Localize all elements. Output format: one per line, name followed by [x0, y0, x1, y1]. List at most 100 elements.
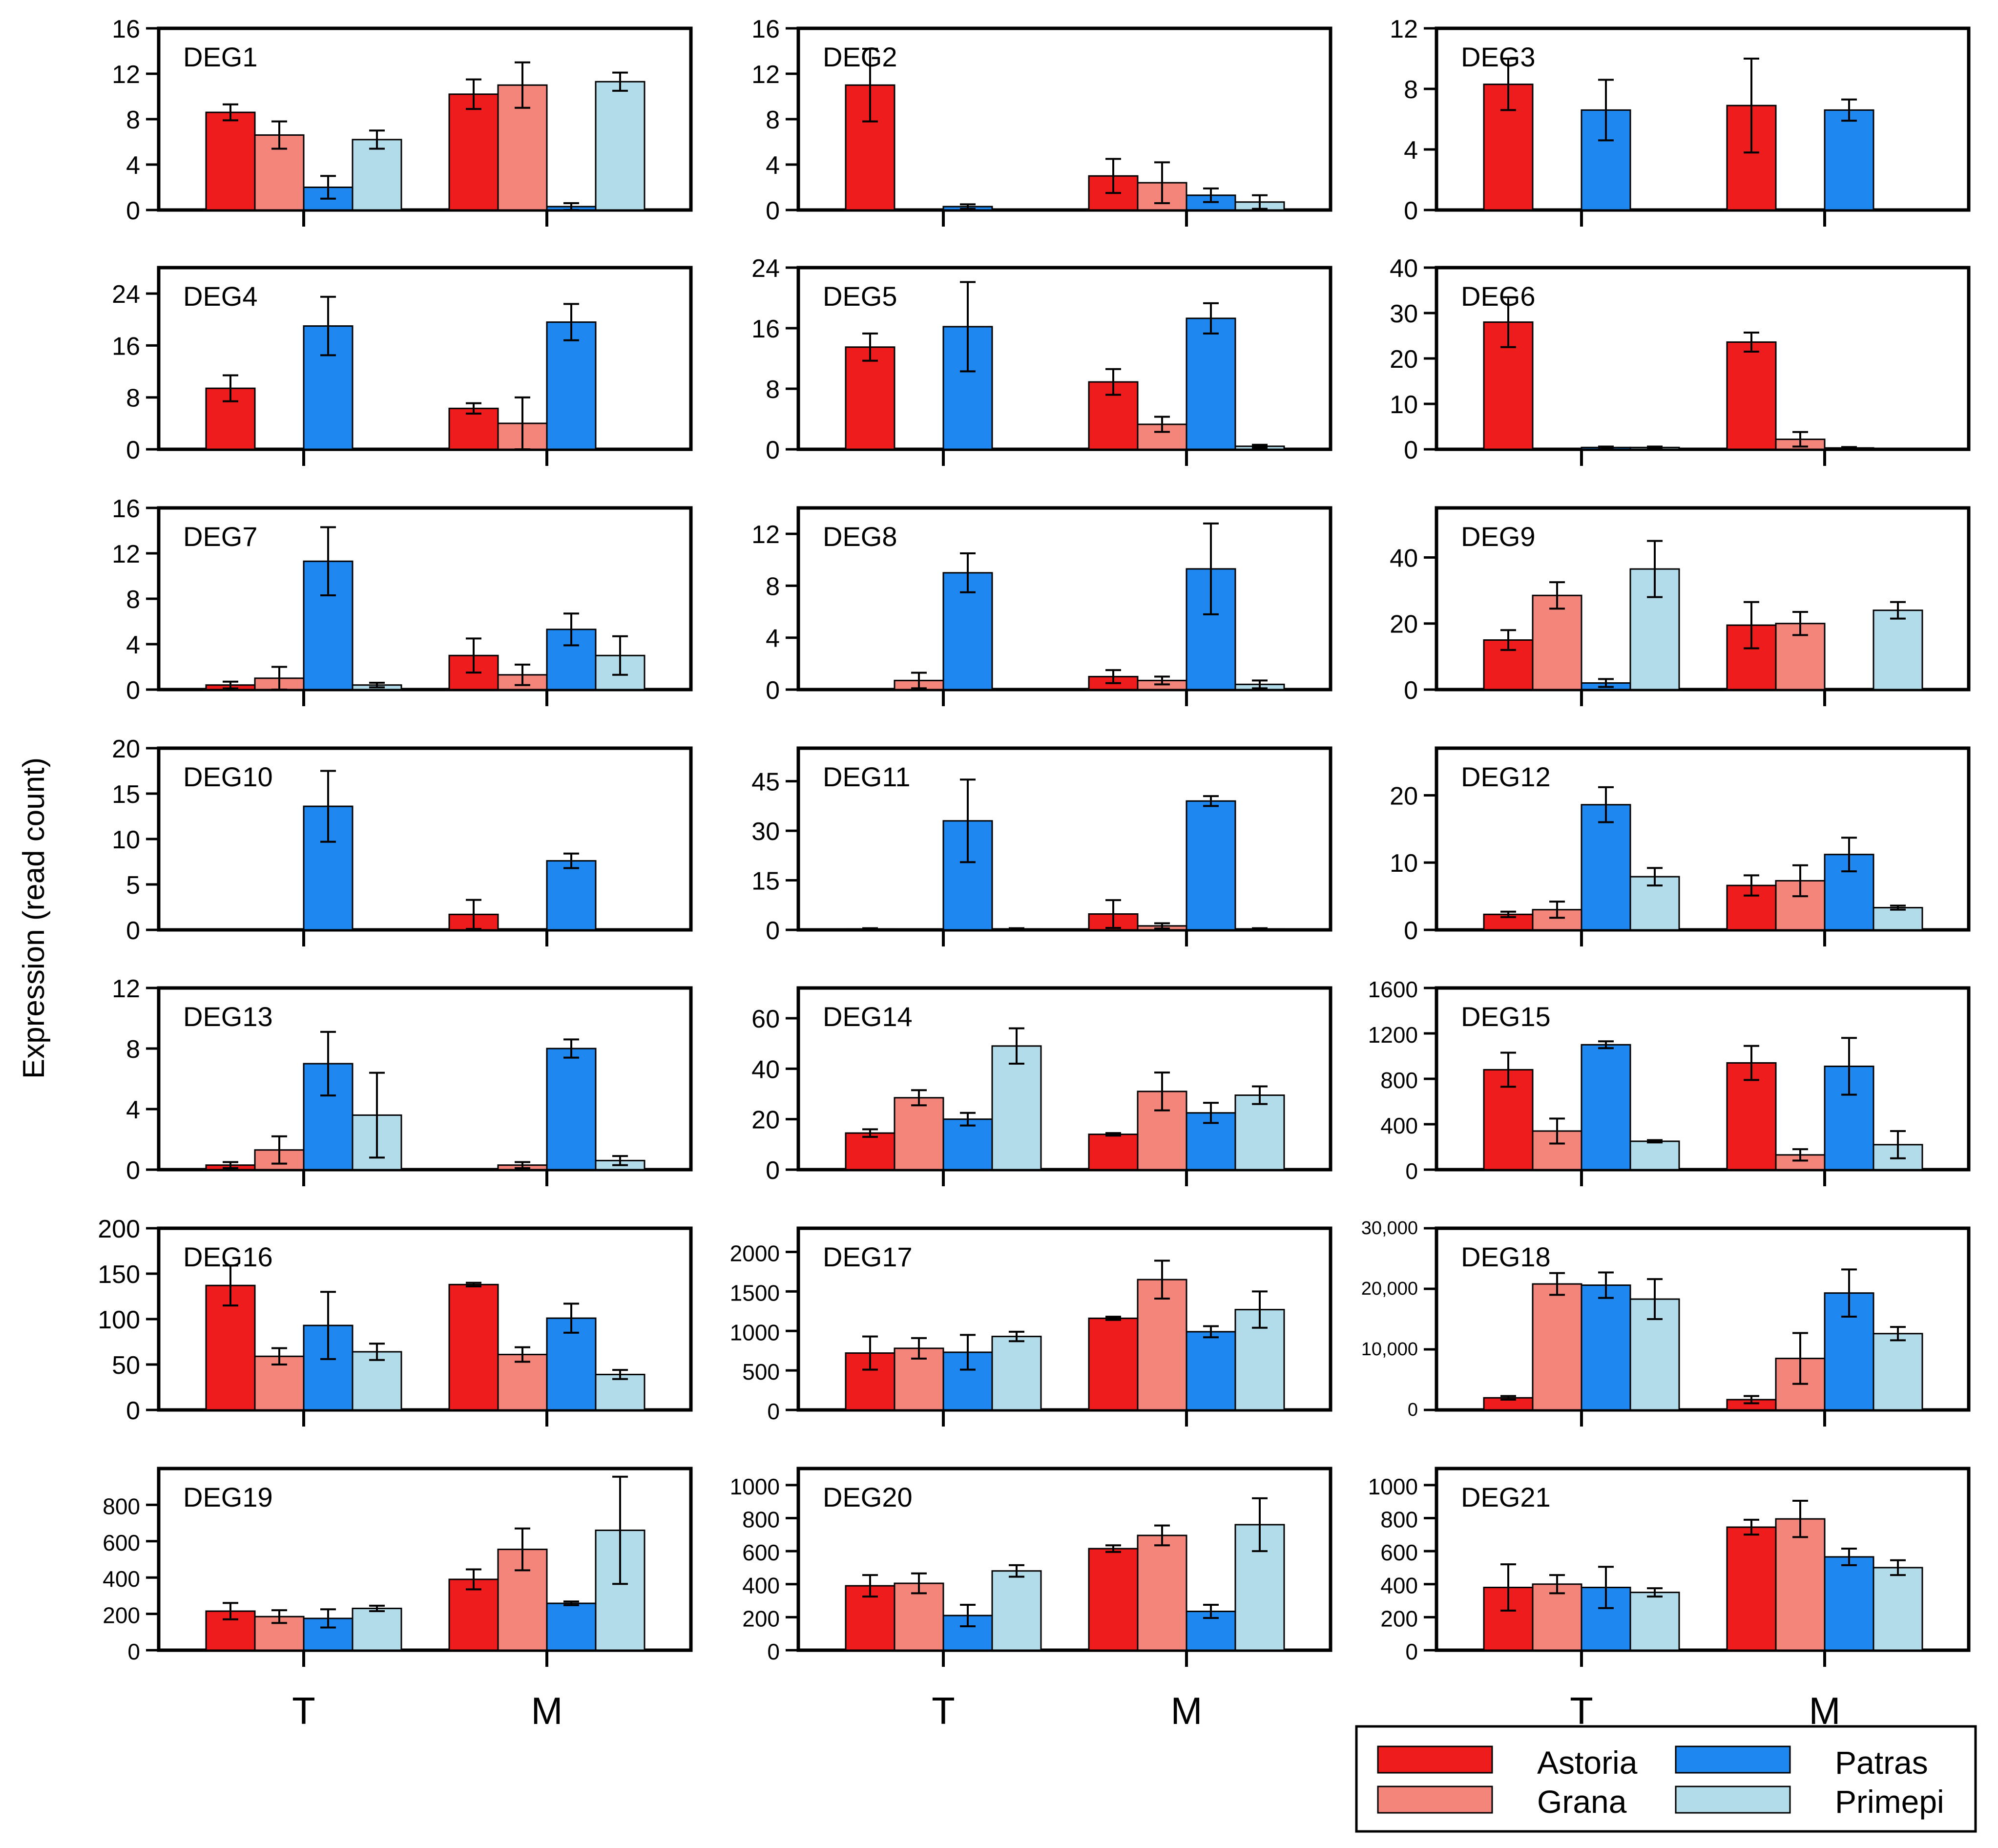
panel-deg14: DEG14 0 20 40 60 — [751, 986, 1332, 1186]
panel-deg12-ytick-label: 10 — [1390, 849, 1418, 878]
panel-deg20-ytick-label: 0 — [767, 1639, 780, 1664]
panel-deg4-bar-patras-m-error-bar — [563, 303, 579, 341]
panel-deg11-bar-patras-m-error-bar — [1203, 795, 1219, 807]
panel-deg3-bar-patras-m — [1824, 109, 1874, 211]
panel-deg5-ytick-label: 16 — [751, 315, 780, 343]
panel-deg2-bar-astoria-t-error-bar — [862, 47, 878, 123]
panel-deg15-bar-patras-t-error-bar — [1598, 1040, 1614, 1050]
panel-deg7-ytick-label: 16 — [112, 495, 140, 523]
panel-deg10-ytick-label: 10 — [112, 826, 140, 854]
panel-deg15-ytick-label: 400 — [1380, 1113, 1418, 1138]
panel-deg7-bar-astoria-m-error-bar — [466, 637, 481, 674]
panel-deg14-bar-astoria-m — [1088, 1134, 1139, 1171]
panel-deg19-bar-patras-t-error-bar — [320, 1608, 336, 1629]
panel-deg13-bar-patras-m — [546, 1048, 597, 1171]
panel-deg8: DEG8 0 4 8 12 — [751, 506, 1332, 706]
panel-deg10-bar-patras-m — [546, 860, 597, 931]
panel-deg11-bar-primepi-m-error-bar — [1252, 927, 1268, 931]
panel-deg2-ytick-label: 0 — [766, 197, 780, 225]
panel-deg17-bar-astoria-m — [1088, 1317, 1139, 1411]
panel-deg1-bar-patras-t-error-bar — [320, 175, 336, 200]
panel-deg6-bar-primepi-t-error-bar — [1647, 445, 1663, 450]
x-category-t-col1: T — [292, 1689, 315, 1732]
panel-deg12-bar-primepi-t-error-bar — [1647, 867, 1663, 887]
panel-deg10-title: DEG10 — [183, 761, 273, 792]
panel-deg8-ytick-label: 12 — [751, 521, 780, 549]
panel-deg9-ytick-label: 0 — [1404, 676, 1418, 705]
panel-deg14-bar-grana-t — [894, 1097, 944, 1171]
panel-deg7-bar-patras-m-error-bar — [563, 612, 579, 647]
panel-deg17-bar-primepi-t-error-bar — [1009, 1330, 1024, 1343]
panel-deg5-bar-patras-t-error-bar — [960, 281, 976, 373]
panel-deg7-bar-primepi-m-error-bar — [612, 635, 628, 676]
panel-deg18-ytick-label: 0 — [1408, 1400, 1418, 1420]
panel-deg18-bar-primepi-m-error-bar — [1890, 1326, 1906, 1342]
panel-deg16-bar-patras-m-error-bar — [563, 1302, 579, 1334]
panel-deg2-bar-primepi-m-error-bar — [1252, 194, 1268, 210]
panel-deg16-bar-astoria-m — [448, 1283, 499, 1411]
panel-deg8-bar-patras-m-error-bar — [1203, 522, 1219, 615]
panel-deg19-bar-patras-m-error-bar — [563, 1600, 579, 1606]
panel-deg6-title: DEG6 — [1461, 281, 1536, 312]
panel-deg21-bar-grana-t — [1532, 1583, 1582, 1651]
panel-deg5-bar-patras-m-error-bar — [1203, 302, 1219, 335]
panel-deg2-title: DEG2 — [823, 42, 897, 72]
panel-deg1-bar-astoria-t-error-bar — [223, 103, 238, 122]
panel-deg20: DEG20 0 200 400 600 800 1000 — [730, 1467, 1332, 1667]
panel-deg1-bar-primepi-t — [352, 139, 402, 211]
panel-deg20-bar-patras-m-error-bar — [1203, 1604, 1219, 1619]
panel-deg12-bar-astoria-m-error-bar — [1744, 874, 1759, 897]
panel-deg20-bar-patras-t-error-bar — [960, 1604, 976, 1627]
panel-deg14-bar-patras-t-error-bar — [960, 1112, 976, 1127]
x-category-t-col3: T — [1570, 1689, 1593, 1732]
panel-deg12-title: DEG12 — [1461, 761, 1551, 792]
panel-deg1-bar-grana-m-error-bar — [515, 61, 530, 109]
panel-deg17-bar-astoria-m-error-bar — [1105, 1316, 1121, 1321]
panel-deg13-bar-grana-t-error-bar — [271, 1135, 287, 1165]
panel-deg1-title: DEG1 — [183, 42, 258, 72]
panel-deg1-ytick-label: 4 — [126, 151, 140, 180]
x-category-t-col2: T — [932, 1689, 955, 1732]
panel-deg17-ytick-label: 0 — [767, 1399, 780, 1424]
legend-swatch-patras — [1675, 1745, 1791, 1774]
panel-deg8-bar-primepi-m-error-bar — [1252, 679, 1268, 690]
panel-deg17: DEG17 0 500 1000 1500 2000 — [730, 1226, 1332, 1427]
panel-deg19-bar-astoria-t-error-bar — [223, 1602, 238, 1620]
panel-deg2-bar-patras-m-error-bar — [1203, 187, 1219, 203]
panel-deg21-bar-grana-m — [1775, 1518, 1826, 1651]
panel-deg15-ytick-label: 1600 — [1368, 977, 1418, 1002]
x-category-m-col1: M — [531, 1689, 563, 1732]
panel-deg9-bar-primepi-t-error-bar — [1647, 540, 1663, 598]
panel-deg6-bar-astoria-m-error-bar — [1744, 331, 1759, 353]
panel-deg10-bar-patras-t-error-bar — [320, 770, 336, 843]
panel-deg18: DEG18 0 10,000 20,000 30,000 — [1361, 1218, 1971, 1427]
panel-deg13-bar-primepi-m-error-bar — [612, 1155, 628, 1166]
panel-deg17-bar-patras-t-error-bar — [960, 1334, 976, 1371]
panel-deg5-bar-primepi-m-error-bar — [1252, 443, 1268, 449]
panel-deg19-ytick-label: 600 — [103, 1530, 140, 1555]
panel-deg1-bar-primepi-m-error-bar — [612, 71, 628, 92]
panel-deg10-bar-patras-m-error-bar — [563, 852, 579, 869]
panel-deg15-bar-primepi-t-error-bar — [1647, 1139, 1663, 1144]
panel-deg5-ytick-label: 24 — [751, 254, 780, 283]
legend-swatch-astoria — [1377, 1745, 1493, 1774]
panel-deg12-bar-patras-t — [1581, 804, 1631, 931]
panel-deg20-title: DEG20 — [823, 1482, 913, 1512]
panel-deg13-frame — [157, 986, 693, 1172]
panel-deg14-bar-primepi-m — [1234, 1094, 1285, 1171]
panel-deg5-bar-patras-m — [1186, 317, 1236, 450]
panel-deg21-bar-primepi-m — [1873, 1567, 1923, 1651]
panel-deg4-bar-astoria-m-error-bar — [466, 402, 481, 415]
panel-deg5-ytick-label: 8 — [766, 376, 780, 404]
legend-label-primepi: Primepi — [1835, 1784, 1944, 1820]
panel-deg16-bar-patras-t-error-bar — [320, 1291, 336, 1360]
panel-deg4-bar-grana-m-error-bar — [515, 396, 530, 450]
panel-deg11-bar-patras-t-error-bar — [960, 778, 976, 863]
legend-label-grana: Grana — [1537, 1784, 1627, 1820]
panel-deg12-ytick-label: 20 — [1390, 782, 1418, 810]
panel-deg5-frame — [796, 266, 1332, 451]
panel-deg18-ytick-label: 10,000 — [1361, 1339, 1418, 1360]
panel-deg19-title: DEG19 — [183, 1482, 273, 1512]
y-axis-label: Expression (read count) — [17, 757, 51, 1079]
